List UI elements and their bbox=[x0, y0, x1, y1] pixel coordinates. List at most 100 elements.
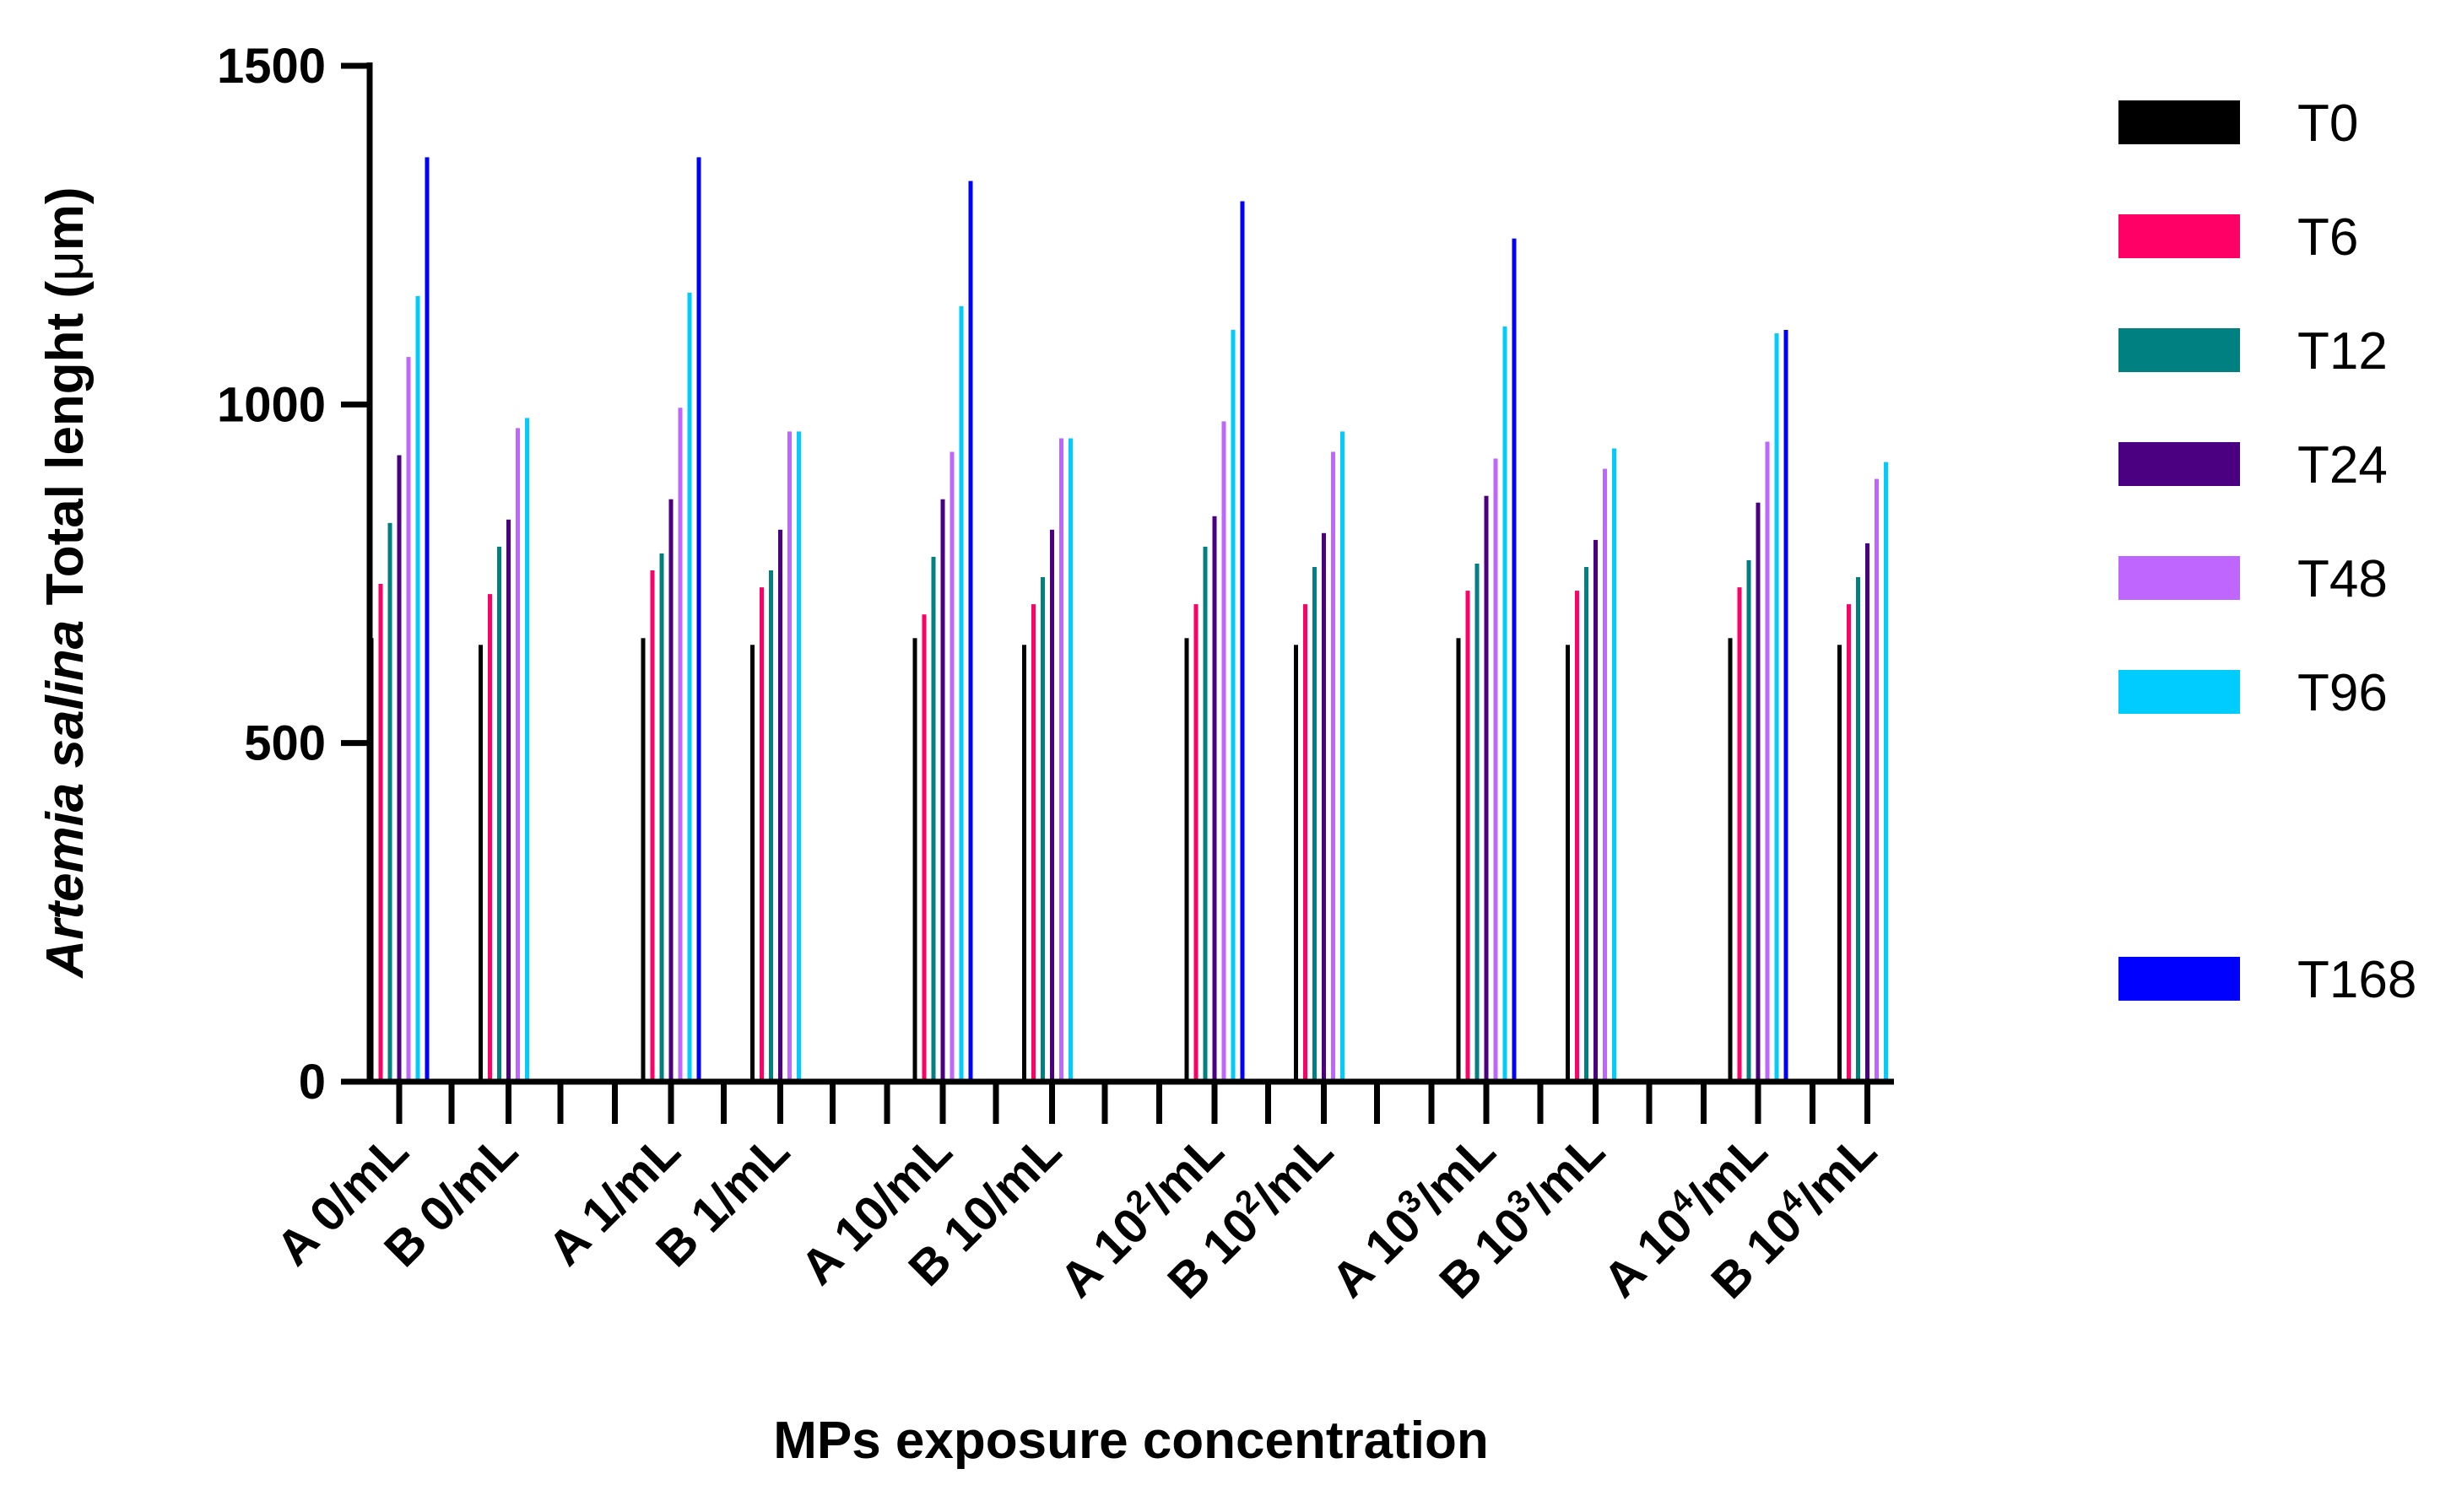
bar-T96-2 bbox=[687, 292, 692, 1082]
bar-T12-10 bbox=[1746, 559, 1751, 1082]
bar-T6-5 bbox=[1031, 604, 1036, 1082]
bar-T12-1 bbox=[497, 546, 501, 1082]
bar-T6-8 bbox=[1465, 591, 1470, 1082]
bar-T6-0 bbox=[378, 584, 383, 1082]
bar-T48-9 bbox=[1603, 468, 1607, 1082]
legend-label-T96: T96 bbox=[2297, 664, 2388, 722]
bar-T96-3 bbox=[797, 431, 801, 1082]
bar-T6-2 bbox=[650, 570, 655, 1082]
bar-T6-1 bbox=[488, 594, 492, 1082]
bar-T12-11 bbox=[1856, 577, 1860, 1082]
legend: T0 T6 T12 T24 T48 T96 T168 bbox=[2118, 94, 2416, 1009]
bar-T0-9 bbox=[1566, 645, 1570, 1082]
bar-T24-5 bbox=[1050, 529, 1054, 1082]
bar-T168-0 bbox=[425, 157, 430, 1082]
bar-T12-5 bbox=[1041, 577, 1045, 1082]
legend-label-T48: T48 bbox=[2297, 550, 2388, 608]
bar-T24-7 bbox=[1322, 532, 1326, 1082]
bar-T24-3 bbox=[778, 529, 782, 1082]
bar-T48-4 bbox=[950, 451, 955, 1082]
bars-layer bbox=[369, 157, 1888, 1083]
bar-T96-7 bbox=[1340, 431, 1345, 1082]
bar-T24-6 bbox=[1212, 516, 1217, 1082]
legend-swatch-T0 bbox=[2118, 100, 2240, 144]
bar-T96-0 bbox=[415, 295, 420, 1082]
bar-T6-3 bbox=[760, 587, 764, 1082]
bar-T0-11 bbox=[1837, 645, 1842, 1082]
bar-T24-1 bbox=[506, 519, 511, 1082]
legend-label-T0: T0 bbox=[2297, 94, 2358, 153]
legend-swatch-T12 bbox=[2118, 328, 2240, 372]
y-tick-label-0: 0 bbox=[299, 1055, 326, 1110]
bar-T48-6 bbox=[1221, 421, 1226, 1082]
bar-T96-10 bbox=[1774, 333, 1779, 1083]
bar-T168-2 bbox=[696, 157, 701, 1082]
bar-T0-8 bbox=[1456, 638, 1461, 1082]
bar-T168-4 bbox=[968, 181, 973, 1082]
legend-swatch-T24 bbox=[2118, 442, 2240, 486]
bar-T6-7 bbox=[1303, 604, 1307, 1082]
bar-T48-5 bbox=[1059, 438, 1063, 1082]
bar-T12-6 bbox=[1203, 546, 1208, 1082]
bar-T6-4 bbox=[922, 614, 927, 1082]
bar-T0-10 bbox=[1728, 638, 1733, 1082]
bar-T0-2 bbox=[641, 638, 646, 1082]
bar-T12-9 bbox=[1584, 567, 1588, 1082]
legend-label-T12: T12 bbox=[2297, 322, 2388, 381]
bar-T48-10 bbox=[1765, 441, 1770, 1082]
y-tick-label-1000: 1000 bbox=[217, 377, 326, 432]
bar-T0-3 bbox=[750, 645, 755, 1082]
bar-T6-10 bbox=[1737, 587, 1742, 1082]
bar-T168-8 bbox=[1512, 238, 1517, 1082]
bar-T12-4 bbox=[931, 556, 936, 1082]
bar-T48-3 bbox=[787, 431, 792, 1082]
bar-T6-9 bbox=[1575, 591, 1579, 1082]
legend-label-T6: T6 bbox=[2297, 208, 2358, 267]
bar-T48-11 bbox=[1875, 478, 1879, 1082]
y-tick-label-1500: 1500 bbox=[217, 39, 326, 94]
bar-T0-5 bbox=[1022, 645, 1026, 1082]
legend-swatch-T96 bbox=[2118, 670, 2240, 714]
bar-T48-7 bbox=[1331, 451, 1335, 1082]
bar-T96-4 bbox=[959, 305, 964, 1082]
bar-T0-6 bbox=[1184, 638, 1189, 1082]
bar-T48-0 bbox=[406, 357, 411, 1083]
bar-T24-10 bbox=[1756, 502, 1761, 1082]
bar-T24-8 bbox=[1484, 495, 1489, 1082]
bar-T0-4 bbox=[912, 638, 917, 1082]
bar-T96-6 bbox=[1231, 330, 1236, 1082]
bar-T24-2 bbox=[668, 499, 674, 1082]
y-axis-title-mu: μ bbox=[36, 251, 95, 281]
legend-swatch-T168 bbox=[2118, 957, 2240, 1001]
bar-T0-1 bbox=[479, 645, 483, 1082]
bar-T0-7 bbox=[1294, 645, 1298, 1082]
bar-T96-5 bbox=[1069, 438, 1073, 1082]
bar-T168-6 bbox=[1240, 201, 1245, 1082]
y-axis-title-unit: m) bbox=[36, 186, 95, 251]
y-ticks-layer: 0 500 1000 1500 bbox=[217, 39, 370, 1110]
y-axis-title-text: Total lenght ( bbox=[36, 281, 95, 620]
bar-T96-8 bbox=[1502, 327, 1507, 1082]
bar-T24-9 bbox=[1593, 539, 1598, 1082]
bar-T48-8 bbox=[1493, 458, 1498, 1082]
bar-T12-3 bbox=[769, 570, 773, 1082]
y-axis-title: Artemia salina Total lenght (μm) bbox=[36, 186, 95, 979]
bar-T24-11 bbox=[1865, 543, 1869, 1082]
bar-T12-2 bbox=[659, 553, 664, 1082]
bar-T96-11 bbox=[1884, 462, 1888, 1082]
bar-T12-0 bbox=[387, 522, 392, 1082]
bar-T48-2 bbox=[678, 408, 683, 1082]
bar-T96-9 bbox=[1612, 448, 1616, 1082]
legend-swatch-T6 bbox=[2118, 214, 2240, 258]
bar-T24-0 bbox=[397, 455, 402, 1082]
legend-swatch-T48 bbox=[2118, 556, 2240, 600]
y-axis-title-italic: Artemia salina bbox=[36, 620, 95, 980]
axes-layer bbox=[366, 62, 1894, 1124]
legend-label-T168: T168 bbox=[2297, 951, 2416, 1009]
bar-T6-11 bbox=[1847, 604, 1851, 1082]
x-category-labels-layer: A 0/mLB 0/mL A 1/mLB 1/mLA 10/mLB 10/mLA … bbox=[266, 1123, 1887, 1309]
bar-T168-10 bbox=[1783, 330, 1788, 1082]
bar-T24-4 bbox=[940, 499, 945, 1082]
legend-label-T24: T24 bbox=[2297, 436, 2388, 494]
